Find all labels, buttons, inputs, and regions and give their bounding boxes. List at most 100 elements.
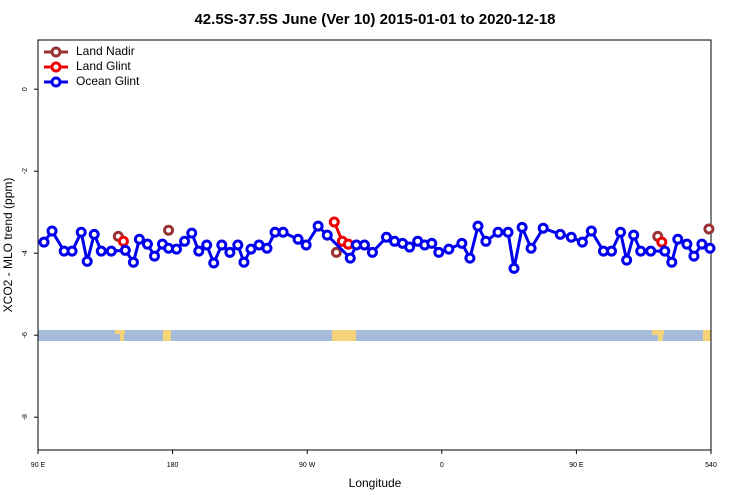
- data-point: [38, 236, 50, 248]
- data-point: [404, 241, 416, 253]
- data-point: [312, 220, 324, 232]
- x-tick-label: 90 E: [569, 462, 584, 469]
- land-patch: [703, 330, 711, 341]
- land-patch: [120, 334, 124, 341]
- data-point: [615, 226, 627, 238]
- data-point: [464, 252, 476, 264]
- legend-swatch-marker: [50, 46, 62, 58]
- data-point: [186, 227, 198, 239]
- series: [38, 220, 716, 274]
- data-point: [277, 226, 289, 238]
- land-patch: [115, 330, 125, 334]
- data-point: [179, 235, 191, 247]
- data-point: [426, 237, 438, 249]
- y-tick-label: -6: [22, 332, 29, 338]
- data-point: [88, 228, 100, 240]
- data-point: [472, 220, 484, 232]
- data-point: [170, 243, 182, 255]
- data-point: [66, 245, 78, 257]
- data-point: [117, 235, 129, 247]
- legend-swatch-marker: [50, 76, 62, 88]
- land-patch: [652, 330, 664, 335]
- data-point: [344, 252, 356, 264]
- data-point: [358, 239, 370, 251]
- data-point: [105, 245, 117, 257]
- data-point: [245, 243, 257, 255]
- data-point: [224, 246, 236, 258]
- data-point: [208, 257, 220, 269]
- legend-label: Ocean Glint: [76, 74, 140, 88]
- data-point: [238, 256, 250, 268]
- data-point: [366, 246, 378, 258]
- legend-label: Land Nadir: [76, 44, 135, 58]
- data-point: [672, 233, 684, 245]
- data-point: [659, 245, 671, 257]
- data-point: [46, 225, 58, 237]
- data-point: [525, 242, 537, 254]
- data-point: [133, 233, 145, 245]
- data-point: [696, 238, 708, 250]
- data-point: [443, 243, 455, 255]
- legend-label: Land Glint: [76, 59, 131, 73]
- data-point: [656, 236, 668, 248]
- data-point: [537, 222, 549, 234]
- data-point: [193, 245, 205, 257]
- ocean-strip: [38, 330, 711, 341]
- data-point: [645, 245, 657, 257]
- data-point: [141, 238, 153, 250]
- data-point: [704, 242, 716, 254]
- x-tick-label: 0: [440, 462, 444, 469]
- data-point: [576, 236, 588, 248]
- land-patch: [658, 335, 663, 341]
- data-point: [380, 231, 392, 243]
- data-point: [149, 250, 161, 262]
- x-tick-label: 180: [167, 462, 179, 469]
- data-point: [492, 226, 504, 238]
- legend-swatch-marker: [50, 61, 62, 73]
- y-tick-label: -8: [22, 414, 29, 420]
- data-point: [516, 221, 528, 233]
- data-point: [300, 239, 312, 251]
- surface-strip: [38, 330, 711, 341]
- data-point: [666, 256, 678, 268]
- data-point: [621, 254, 633, 266]
- land-patch: [163, 330, 171, 341]
- data-point: [606, 245, 618, 257]
- land-patch: [332, 330, 356, 341]
- data-point: [232, 239, 244, 251]
- data-point: [261, 242, 273, 254]
- data-point: [127, 256, 139, 268]
- data-point: [75, 226, 87, 238]
- data-point: [163, 224, 175, 236]
- data-point: [502, 226, 514, 238]
- x-tick-label: 90 E: [31, 462, 46, 469]
- chart-title: 42.5S-37.5S June (Ver 10) 2015-01-01 to …: [194, 11, 555, 28]
- data-point: [703, 223, 715, 235]
- y-tick-label: -2: [22, 168, 29, 174]
- data-point: [292, 233, 304, 245]
- data-point: [201, 239, 213, 251]
- data-point: [508, 262, 520, 274]
- x-tick-label: 90 W: [299, 462, 316, 469]
- data-point: [635, 245, 647, 257]
- data-point: [565, 231, 577, 243]
- data-point: [681, 238, 693, 250]
- data-point: [480, 235, 492, 247]
- data-point: [321, 229, 333, 241]
- data-point: [216, 239, 228, 251]
- data-point: [119, 244, 131, 256]
- data-point: [328, 216, 340, 228]
- data-point: [456, 237, 468, 249]
- x-axis-label: Longitude: [349, 476, 402, 490]
- data-point: [330, 246, 342, 258]
- y-axis-label: XCO2 - MLO trend (ppm): [1, 178, 15, 313]
- x-tick-label: 540: [705, 462, 717, 469]
- data-point: [688, 250, 700, 262]
- y-tick-label: -4: [22, 250, 29, 256]
- data-point: [554, 228, 566, 240]
- data-point: [433, 246, 445, 258]
- data-point: [585, 225, 597, 237]
- data-point: [628, 229, 640, 241]
